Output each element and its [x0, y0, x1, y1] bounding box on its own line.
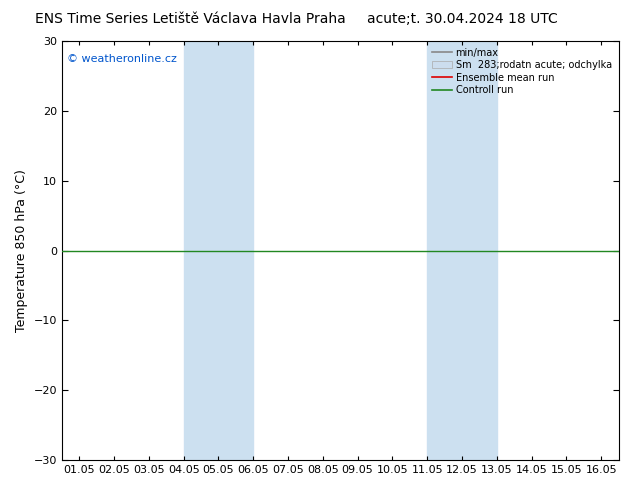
Bar [184, 41, 253, 460]
Text: acute;t. 30.04.2024 18 UTC: acute;t. 30.04.2024 18 UTC [368, 12, 558, 26]
Text: © weatheronline.cz: © weatheronline.cz [67, 53, 178, 64]
Y-axis label: Temperature 850 hPa (°C): Temperature 850 hPa (°C) [15, 169, 28, 332]
Legend: min/max, Sm  283;rodatn acute; odchylka, Ensemble mean run, Controll run: min/max, Sm 283;rodatn acute; odchylka, … [430, 46, 614, 97]
Text: ENS Time Series Letiště Václava Havla Praha: ENS Time Series Letiště Václava Havla Pr… [35, 12, 346, 26]
Bar [427, 41, 497, 460]
